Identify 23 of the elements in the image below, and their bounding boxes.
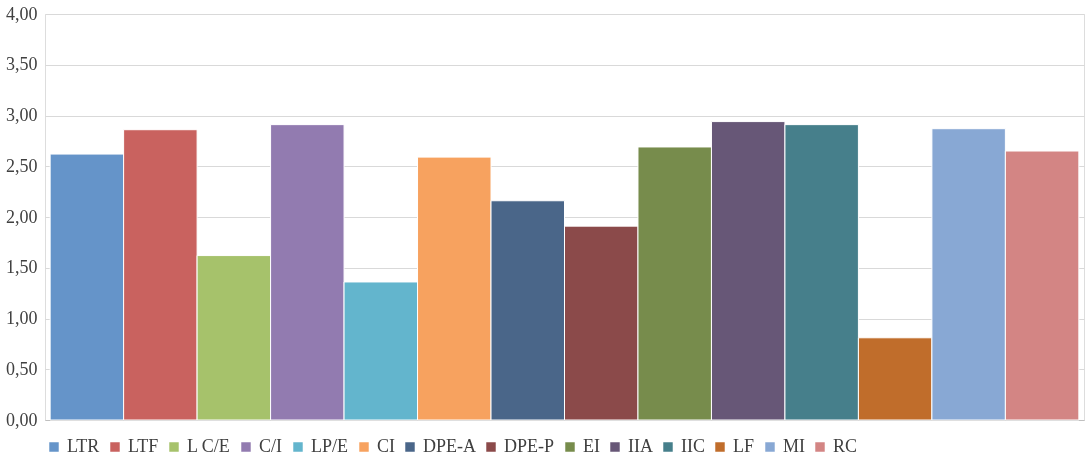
y-tick-label: 3,50 <box>6 54 38 75</box>
y-tick-label: 1,00 <box>6 308 38 328</box>
legend-label: L C/E <box>187 436 230 456</box>
y-tick-label: 2,00 <box>6 206 38 227</box>
y-tick-label: 3,00 <box>6 105 38 125</box>
legend-label: DPE-A <box>423 436 476 456</box>
y-tick-label: 4,00 <box>6 3 38 24</box>
legend-label: IIC <box>681 436 705 456</box>
legend-label: LP/E <box>311 436 349 456</box>
legend-label: CI <box>377 436 396 456</box>
legend-label: LTF <box>128 436 159 456</box>
y-tick-label: 2,50 <box>6 155 38 176</box>
legend-label: RC <box>833 436 858 456</box>
y-tick-label: 1,50 <box>6 257 38 278</box>
legend-label: LTR <box>67 436 100 456</box>
legend-label: IIA <box>628 436 653 456</box>
legend-label: C/I <box>259 436 283 456</box>
y-tick-label: 0,00 <box>6 409 38 430</box>
legend-label: DPE-P <box>504 436 555 456</box>
legend-label: MI <box>783 436 805 456</box>
legend-label: LF <box>733 436 755 456</box>
legend-label: EI <box>583 436 600 456</box>
y-tick-label: 0,50 <box>6 358 38 379</box>
